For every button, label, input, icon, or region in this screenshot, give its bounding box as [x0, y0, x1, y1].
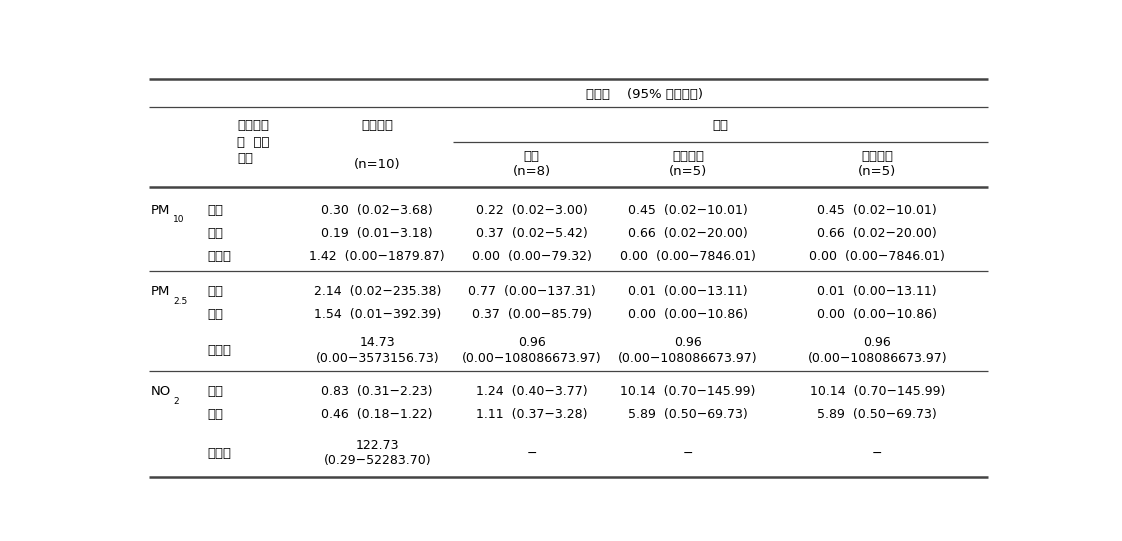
Text: NO: NO [150, 385, 171, 398]
Text: 2: 2 [173, 397, 178, 406]
Text: 5.89  (0.50−69.73): 5.89 (0.50−69.73) [628, 408, 748, 421]
Text: 질병진행: 질병진행 [361, 119, 393, 132]
Text: 0.96
(0.00−108086673.97): 0.96 (0.00−108086673.97) [808, 336, 947, 365]
Text: 비사용: 비사용 [208, 344, 231, 357]
Text: 전체: 전체 [208, 204, 223, 217]
Text: 2.14  (0.02−235.38): 2.14 (0.02−235.38) [313, 286, 441, 299]
Text: 0.30  (0.02−3.68): 0.30 (0.02−3.68) [321, 204, 433, 217]
Text: 1.42  (0.00−1879.87): 1.42 (0.00−1879.87) [310, 250, 445, 263]
Text: 10: 10 [173, 215, 185, 225]
Text: 0.37  (0.00−85.79): 0.37 (0.00−85.79) [471, 308, 591, 321]
Text: 1.24  (0.40−3.77): 1.24 (0.40−3.77) [476, 385, 587, 398]
Text: 호흡기계: 호흡기계 [672, 150, 705, 163]
Text: (n=5): (n=5) [669, 164, 707, 177]
Text: 0.96
(0.00−108086673.97): 0.96 (0.00−108086673.97) [462, 336, 601, 365]
Text: (n=10): (n=10) [353, 158, 401, 171]
Text: 0.66  (0.02−20.00): 0.66 (0.02−20.00) [817, 227, 937, 240]
Text: 0.46  (0.18−1.22): 0.46 (0.18−1.22) [321, 408, 433, 421]
Text: 1.54  (0.01−392.39): 1.54 (0.01−392.39) [313, 308, 441, 321]
Text: 전체: 전체 [208, 286, 223, 299]
Text: 0.01  (0.00−13.11): 0.01 (0.00−13.11) [628, 286, 748, 299]
Text: 0.01  (0.00−13.11): 0.01 (0.00−13.11) [818, 286, 937, 299]
Text: 0.22  (0.02−3.00): 0.22 (0.02−3.00) [476, 204, 588, 217]
Text: 0.00  (0.00−10.86): 0.00 (0.00−10.86) [628, 308, 748, 321]
Text: (n=5): (n=5) [858, 164, 896, 177]
Text: 0.66  (0.02−20.00): 0.66 (0.02−20.00) [628, 227, 748, 240]
Text: 0.00  (0.00−10.86): 0.00 (0.00−10.86) [817, 308, 937, 321]
Text: 0.00  (0.00−7846.01): 0.00 (0.00−7846.01) [620, 250, 756, 263]
Text: 0.00  (0.00−79.32): 0.00 (0.00−79.32) [471, 250, 591, 263]
Text: 사용: 사용 [208, 308, 223, 321]
Text: 0.19  (0.01−3.18): 0.19 (0.01−3.18) [321, 227, 433, 240]
Text: 0.00  (0.00−7846.01): 0.00 (0.00−7846.01) [809, 250, 945, 263]
Text: 2.5: 2.5 [173, 296, 187, 306]
Text: 사용: 사용 [208, 227, 223, 240]
Text: 전체: 전체 [208, 385, 223, 398]
Text: 14.73
(0.00−3573156.73): 14.73 (0.00−3573156.73) [315, 336, 439, 365]
Text: 0.45  (0.02−10.01): 0.45 (0.02−10.01) [628, 204, 748, 217]
Text: 비사용: 비사용 [208, 447, 231, 460]
Text: 위험도    (95% 신뢰구간): 위험도 (95% 신뢰구간) [586, 88, 703, 101]
Text: 비사용: 비사용 [208, 250, 231, 263]
Text: 0.77  (0.00−137.31): 0.77 (0.00−137.31) [468, 286, 596, 299]
Text: 122.73
(0.29−52283.70): 122.73 (0.29−52283.70) [323, 439, 431, 467]
Text: 0.83  (0.31−2.23): 0.83 (0.31−2.23) [321, 385, 433, 398]
Text: 5.89  (0.50−69.73): 5.89 (0.50−69.73) [817, 408, 937, 421]
Text: 공기청정
기  사용
여부: 공기청정 기 사용 여부 [237, 120, 269, 166]
Text: 1.11  (0.37−3.28): 1.11 (0.37−3.28) [476, 408, 587, 421]
Text: −: − [683, 447, 693, 460]
Text: 사용: 사용 [208, 408, 223, 421]
Text: −: − [872, 447, 882, 460]
Text: PM: PM [150, 286, 171, 299]
Text: 10.14  (0.70−145.99): 10.14 (0.70−145.99) [809, 385, 945, 398]
Text: −: − [526, 447, 536, 460]
Text: 입원: 입원 [712, 119, 728, 132]
Text: (n=8): (n=8) [513, 164, 551, 177]
Text: 급성악화: 급성악화 [862, 150, 893, 163]
Text: PM: PM [150, 204, 171, 217]
Text: 10.14  (0.70−145.99): 10.14 (0.70−145.99) [620, 385, 756, 398]
Text: 0.45  (0.02−10.01): 0.45 (0.02−10.01) [817, 204, 937, 217]
Text: 전체: 전체 [524, 150, 540, 163]
Text: 0.37  (0.02−5.42): 0.37 (0.02−5.42) [476, 227, 588, 240]
Text: 0.96
(0.00−108086673.97): 0.96 (0.00−108086673.97) [618, 336, 757, 365]
